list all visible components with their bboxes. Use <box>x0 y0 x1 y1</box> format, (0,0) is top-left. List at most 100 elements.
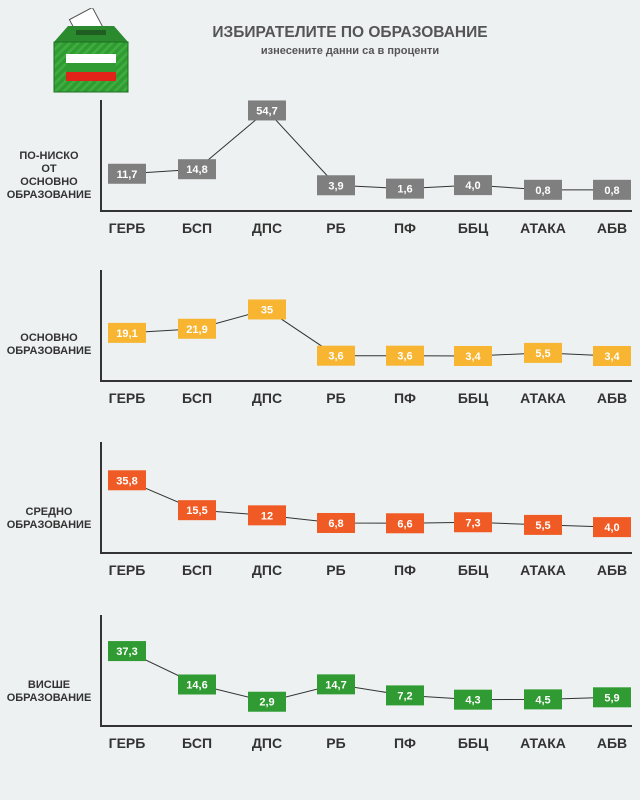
data-label: 0,8 <box>535 185 550 197</box>
data-label: 3,9 <box>328 180 343 192</box>
panel-lower-than-primary: ПО-НИСКО ОТ ОСНОВНО ОБРАЗОВАНИЕ 11,7 14,8… <box>0 95 640 245</box>
x-tick-label: ГЕРБ <box>109 562 146 578</box>
data-point <box>248 691 286 712</box>
panel-label: СРЕДНО ОБРАЗОВАНИЕ <box>6 506 92 531</box>
data-point <box>454 512 492 533</box>
x-tick-label: РБ <box>326 562 345 578</box>
data-label: 11,7 <box>117 169 138 181</box>
x-tick-label: ГЕРБ <box>109 735 146 751</box>
data-label: 7,2 <box>397 690 412 702</box>
data-label: 6,6 <box>397 518 412 530</box>
data-point <box>593 687 631 708</box>
data-label: 4,0 <box>604 522 619 534</box>
data-point <box>108 470 146 491</box>
x-tick-label: АТАКА <box>520 390 566 406</box>
data-label: 3,6 <box>397 351 412 363</box>
data-label: 2,9 <box>259 697 274 709</box>
data-point <box>524 179 562 200</box>
data-point <box>317 512 355 533</box>
data-label: 37,3 <box>116 646 137 658</box>
data-point <box>248 100 286 121</box>
x-tick-label: ББЦ <box>458 735 489 751</box>
data-point <box>317 175 355 196</box>
data-point <box>317 674 355 695</box>
chart-title: ИЗБИРАТЕЛИТЕ ПО ОБРАЗОВАНИЕ <box>212 24 488 41</box>
x-tick-label: АТАКА <box>520 220 566 236</box>
data-label: 21,9 <box>186 324 207 336</box>
data-point <box>178 318 216 339</box>
x-tick-label: РБ <box>326 220 345 236</box>
x-tick-label: БСП <box>182 220 212 236</box>
x-tick-label: ПФ <box>394 220 416 236</box>
data-label: 6,8 <box>328 518 343 530</box>
data-point <box>524 342 562 363</box>
data-label: 5,5 <box>535 348 550 360</box>
data-point <box>108 641 146 662</box>
data-point <box>386 513 424 534</box>
data-point <box>386 345 424 366</box>
data-label: 15,5 <box>186 505 207 517</box>
x-tick-label: РБ <box>326 735 345 751</box>
chart-subtitle: изнесените данни са в проценти <box>260 45 440 57</box>
data-point <box>593 517 631 538</box>
panel-label: ОСНОВНО ОБРАЗОВАНИЕ <box>6 332 92 357</box>
data-point <box>524 689 562 710</box>
panel-primary: ОСНОВНО ОБРАЗОВАНИЕ 19,1 21,9 35 3,6 3,6 3,4 5… <box>0 265 640 415</box>
data-label: 14,6 <box>186 680 207 692</box>
panel-secondary: СРЕДНО ОБРАЗОВАНИЕ 35,8 15,5 12 6,8 6,6 7,3 5,… <box>0 437 640 587</box>
x-tick-label: БСП <box>182 390 212 406</box>
x-tick-label: АБВ <box>597 735 627 751</box>
ballot-box-icon <box>53 8 129 93</box>
data-label: 5,5 <box>535 520 550 532</box>
data-point <box>593 179 631 200</box>
x-tick-label: ПФ <box>394 562 416 578</box>
x-tick-label: ДПС <box>252 220 282 236</box>
data-label: 7,3 <box>465 517 480 529</box>
data-label: 0,8 <box>604 185 619 197</box>
x-tick-label: РБ <box>326 390 345 406</box>
data-point <box>386 178 424 199</box>
line-chart-lower-than-primary: 11,7 14,8 54,7 3,9 1,6 4,0 0,8 0,8 ГЕРБ БСП ДПС РБ П… <box>100 100 632 236</box>
x-tick-label: ГЕРБ <box>109 220 146 236</box>
x-tick-label: ГЕРБ <box>109 390 146 406</box>
x-tick-label: БСП <box>182 735 212 751</box>
x-tick-label: ББЦ <box>458 220 489 236</box>
panel-label: ВИСШЕ ОБРАЗОВАНИЕ <box>6 679 92 704</box>
x-tick-label: ПФ <box>394 735 416 751</box>
data-label: 4,5 <box>535 694 550 706</box>
data-label: 5,9 <box>604 692 619 704</box>
x-tick-label: ДПС <box>252 735 282 751</box>
data-label: 3,6 <box>328 351 343 363</box>
data-point <box>178 500 216 521</box>
data-label: 4,0 <box>465 180 480 192</box>
data-label: 35 <box>261 304 273 316</box>
data-point <box>248 505 286 526</box>
data-label: 4,3 <box>465 695 480 707</box>
data-label: 54,7 <box>256 105 277 117</box>
x-tick-label: АТАКА <box>520 562 566 578</box>
line-chart-primary: 19,1 21,9 35 3,6 3,6 3,4 5,5 3,4 ГЕРБ БСП ДПС РБ ПФ Б… <box>100 270 632 406</box>
data-point <box>524 514 562 535</box>
data-point <box>178 674 216 695</box>
data-point <box>454 689 492 710</box>
data-label: 1,6 <box>397 184 412 196</box>
data-point <box>317 345 355 366</box>
x-tick-label: АБВ <box>597 390 627 406</box>
data-label: 14,8 <box>186 164 207 176</box>
x-tick-label: БСП <box>182 562 212 578</box>
x-tick-label: ПФ <box>394 390 416 406</box>
data-point <box>454 175 492 196</box>
x-tick-label: ББЦ <box>458 390 489 406</box>
data-label: 19,1 <box>116 328 137 340</box>
data-label: 3,4 <box>604 351 620 363</box>
x-tick-label: АБВ <box>597 562 627 578</box>
panel-higher: ВИСШЕ ОБРАЗОВАНИЕ 37,3 14,6 2,9 14,7 7,2 4,3 4… <box>0 610 640 760</box>
data-label: 14,7 <box>325 679 346 691</box>
line-chart-higher: 37,3 14,6 2,9 14,7 7,2 4,3 4,5 5,9 ГЕРБ БСП ДПС РБ П… <box>100 615 632 751</box>
x-tick-label: ДПС <box>252 562 282 578</box>
data-point <box>454 345 492 366</box>
x-tick-label: АТАКА <box>520 735 566 751</box>
x-tick-label: ББЦ <box>458 562 489 578</box>
data-point <box>108 322 146 343</box>
line-chart-secondary: 35,8 15,5 12 6,8 6,6 7,3 5,5 4,0 ГЕРБ БСП ДПС РБ ПФ Б… <box>100 442 632 578</box>
